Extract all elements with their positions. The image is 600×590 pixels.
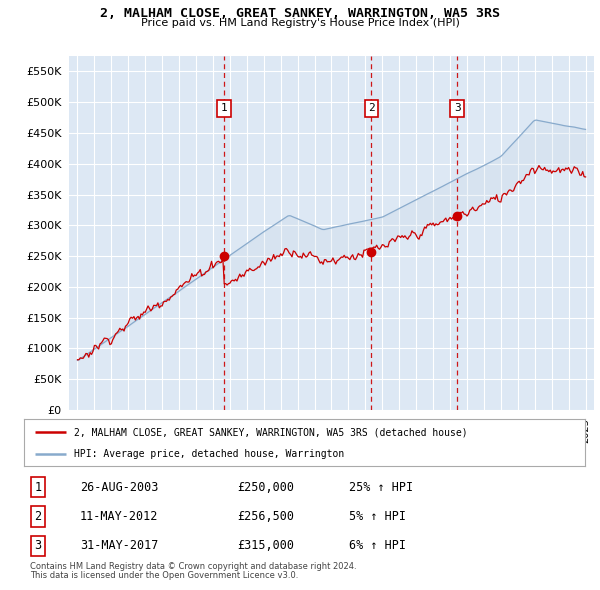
Text: 26-AUG-2003: 26-AUG-2003 [80, 481, 158, 494]
Text: 1: 1 [34, 481, 41, 494]
Text: Price paid vs. HM Land Registry's House Price Index (HPI): Price paid vs. HM Land Registry's House … [140, 18, 460, 28]
Text: 11-MAY-2012: 11-MAY-2012 [80, 510, 158, 523]
Text: HPI: Average price, detached house, Warrington: HPI: Average price, detached house, Warr… [74, 450, 345, 459]
Text: 1: 1 [221, 103, 227, 113]
Text: 2, MALHAM CLOSE, GREAT SANKEY, WARRINGTON, WA5 3RS (detached house): 2, MALHAM CLOSE, GREAT SANKEY, WARRINGTO… [74, 427, 468, 437]
Text: 6% ↑ HPI: 6% ↑ HPI [349, 539, 406, 552]
Text: £256,500: £256,500 [237, 510, 294, 523]
Text: 3: 3 [454, 103, 461, 113]
Text: £315,000: £315,000 [237, 539, 294, 552]
Text: 2: 2 [368, 103, 375, 113]
Text: Contains HM Land Registry data © Crown copyright and database right 2024.: Contains HM Land Registry data © Crown c… [30, 562, 356, 571]
Text: 2: 2 [34, 510, 41, 523]
Text: This data is licensed under the Open Government Licence v3.0.: This data is licensed under the Open Gov… [30, 571, 298, 579]
Text: 2, MALHAM CLOSE, GREAT SANKEY, WARRINGTON, WA5 3RS: 2, MALHAM CLOSE, GREAT SANKEY, WARRINGTO… [100, 7, 500, 20]
Text: 31-MAY-2017: 31-MAY-2017 [80, 539, 158, 552]
Text: 25% ↑ HPI: 25% ↑ HPI [349, 481, 413, 494]
Text: 3: 3 [34, 539, 41, 552]
Text: £250,000: £250,000 [237, 481, 294, 494]
Text: 5% ↑ HPI: 5% ↑ HPI [349, 510, 406, 523]
